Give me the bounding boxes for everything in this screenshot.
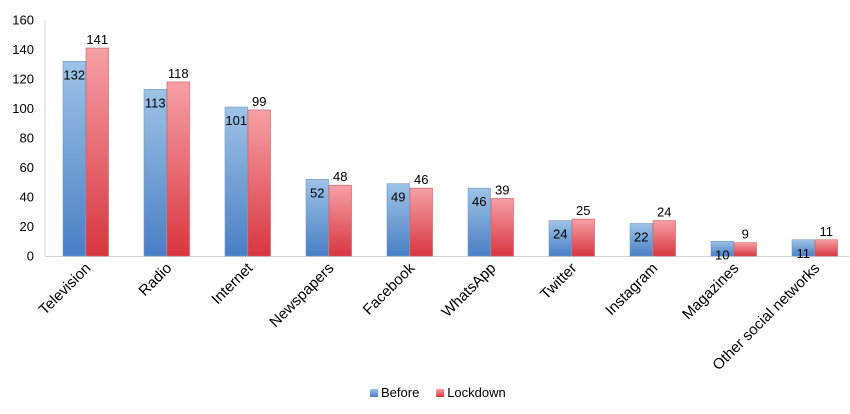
y-tick-label: 0 xyxy=(27,249,34,264)
y-tick-label: 160 xyxy=(12,13,34,28)
bar-before-twitter xyxy=(548,220,572,257)
bar-before-newspapers xyxy=(305,179,329,257)
bar-lockdown-other-social-networks xyxy=(814,239,838,257)
data-label-before: 52 xyxy=(310,185,324,200)
data-label-lockdown: 118 xyxy=(168,66,189,81)
legend-swatch xyxy=(370,389,378,397)
bar-lockdown-magazines xyxy=(733,242,757,257)
bar-lockdown-television xyxy=(85,47,109,257)
bar-lockdown-facebook xyxy=(409,187,433,257)
data-label-before: 132 xyxy=(63,67,85,82)
category-label: Magazines xyxy=(679,260,742,323)
data-label-before: 10 xyxy=(715,247,729,262)
category-label: Television xyxy=(36,260,95,319)
y-tick-label: 140 xyxy=(12,42,34,57)
category-label: Internet xyxy=(208,259,257,308)
category-label: Newspapers xyxy=(266,260,337,331)
data-label-lockdown: 24 xyxy=(657,205,671,220)
category-labels: Television Radio Internet Newspapers Faceboo… xyxy=(36,259,824,374)
data-label-before: 24 xyxy=(553,227,567,242)
data-label-before: 11 xyxy=(797,246,811,261)
y-tick-label: 80 xyxy=(20,131,34,146)
bar-before-facebook xyxy=(386,183,410,257)
data-label-before: 22 xyxy=(634,230,648,245)
y-tick-label: 120 xyxy=(12,72,34,87)
legend-label: Lockdown xyxy=(447,385,506,400)
data-label-lockdown: 141 xyxy=(86,32,108,47)
bar-lockdown-whatsapp xyxy=(490,198,514,257)
data-label-lockdown: 39 xyxy=(495,182,509,197)
bar-before-radio xyxy=(143,89,167,257)
axes: 0 20 40 60 80 100 120 140 160 xyxy=(12,13,849,264)
legend-item-lockdown: Lockdown xyxy=(436,385,506,400)
legend-label: Before xyxy=(381,385,419,400)
legend: Before Lockdown xyxy=(370,385,506,400)
data-label-lockdown: 46 xyxy=(414,172,428,187)
bar-lockdown-radio xyxy=(166,81,190,257)
y-tick-label: 40 xyxy=(20,190,34,205)
bar-before-internet xyxy=(224,106,248,257)
bar-lockdown-twitter xyxy=(571,218,595,257)
data-label-lockdown: 9 xyxy=(742,227,749,242)
data-label-lockdown: 11 xyxy=(820,224,834,239)
category-label: Instagram xyxy=(602,260,661,319)
category-label: Twitter xyxy=(537,260,580,303)
bar-before-whatsapp xyxy=(467,187,491,257)
category-label: WhatsApp xyxy=(438,260,499,321)
bar-before-television xyxy=(62,60,86,257)
data-label-before: 49 xyxy=(391,190,405,205)
bar-before-other-social-networks xyxy=(791,239,815,257)
data-label-lockdown: 99 xyxy=(252,94,266,109)
y-tick-label: 20 xyxy=(20,219,34,234)
bar-lockdown-internet xyxy=(247,109,271,257)
bar-before-instagram xyxy=(629,223,653,257)
data-label-before: 113 xyxy=(145,95,166,110)
data-label-before: 46 xyxy=(472,194,486,209)
category-label: Radio xyxy=(136,260,176,300)
bars xyxy=(62,47,838,257)
data-label-before: 101 xyxy=(225,113,247,128)
data-label-lockdown: 25 xyxy=(576,203,590,218)
y-tick-label: 60 xyxy=(20,160,34,175)
bar-lockdown-newspapers xyxy=(328,184,352,257)
y-tick-label: 100 xyxy=(12,101,34,116)
legend-item-before: Before xyxy=(370,385,419,400)
bar-lockdown-instagram xyxy=(652,220,676,257)
data-label-lockdown: 48 xyxy=(333,169,347,184)
bar-before-magazines xyxy=(710,240,734,257)
category-label: Facebook xyxy=(360,259,419,318)
legend-swatch xyxy=(436,389,445,397)
